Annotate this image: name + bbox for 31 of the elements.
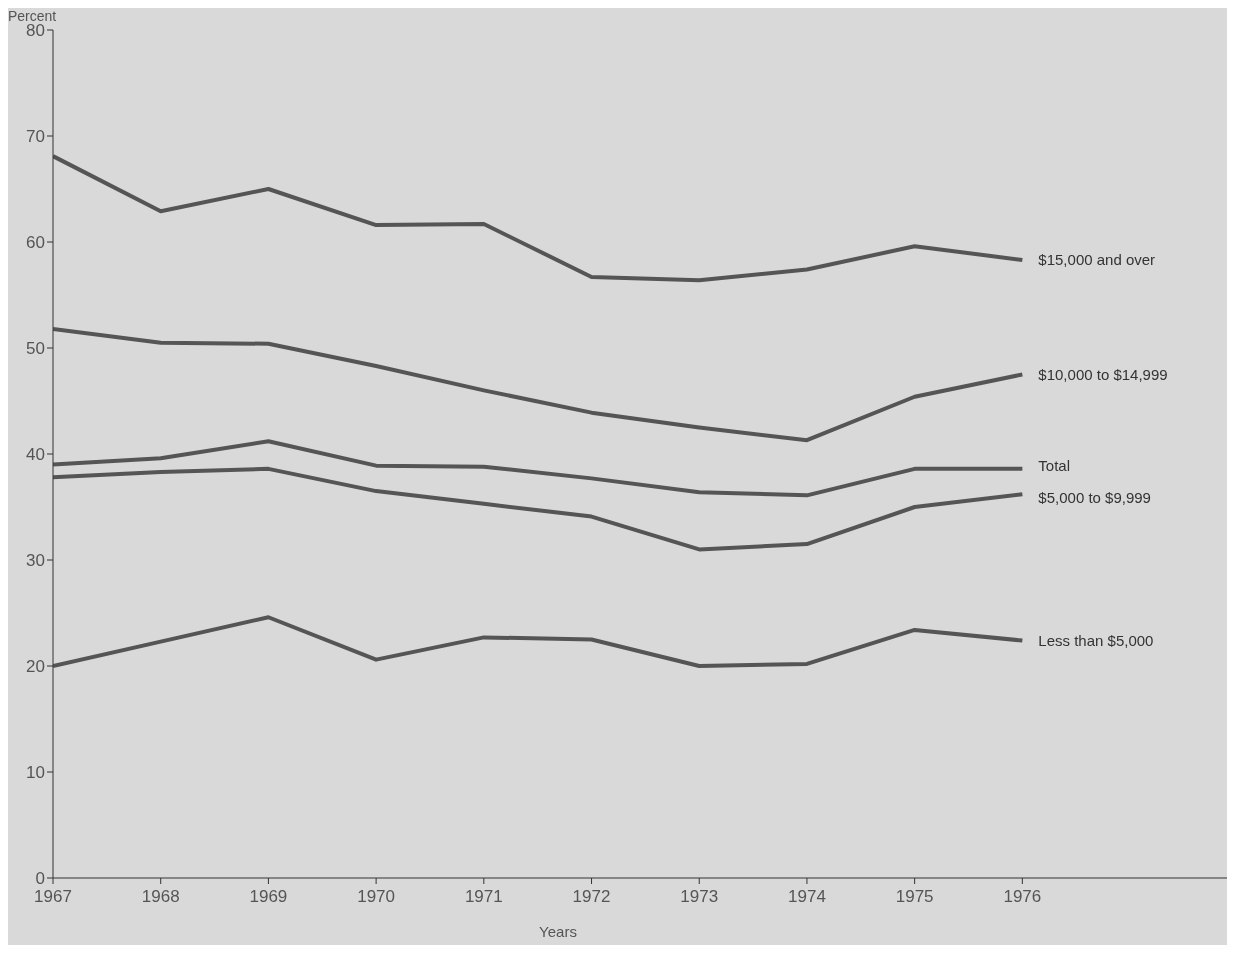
y-tick-label: 70 (26, 127, 45, 147)
line-series (53, 439, 1025, 498)
x-tick-label: 1974 (788, 887, 826, 907)
y-tick-label: 20 (26, 657, 45, 677)
x-tick-label: 1975 (895, 887, 934, 907)
x-axis-title: Years (538, 923, 578, 940)
y-tick-label: 60 (26, 233, 45, 253)
y-tick-label: 80 (26, 21, 45, 41)
y-tick-label: 50 (26, 339, 45, 359)
y-tick-label: 10 (26, 763, 45, 783)
series-label: $10,000 to $14,999 (1038, 365, 1168, 383)
x-tick-label: 1969 (249, 887, 288, 907)
y-axis-title: Percent (8, 8, 57, 24)
x-tick-label: 1971 (464, 887, 503, 907)
series-label: $5,000 to $9,999 (1038, 488, 1151, 506)
x-tick-label: 1973 (680, 887, 719, 907)
y-tick-label: 40 (26, 445, 45, 465)
line-series (53, 326, 1025, 443)
x-tick-label: 1967 (34, 887, 72, 907)
x-tick-label: 1972 (572, 887, 611, 907)
line-series (53, 154, 1025, 283)
line-series (53, 466, 1025, 552)
x-tick-label: 1968 (141, 887, 180, 907)
line-series (53, 615, 1025, 668)
series-label: Total (1038, 457, 1071, 475)
x-tick-label: 1970 (357, 887, 396, 907)
x-tick-label: 1976 (1003, 887, 1042, 907)
series-label: $15,000 and over (1038, 251, 1156, 269)
series-label: Less than $5,000 (1038, 631, 1154, 649)
y-tick-label: 0 (35, 869, 45, 889)
y-tick-label: 30 (26, 551, 45, 571)
